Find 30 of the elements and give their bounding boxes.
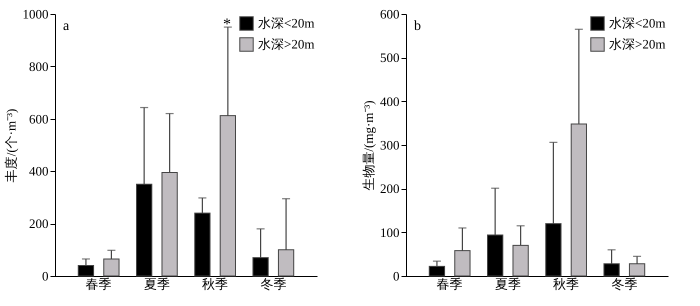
y-tick-label: 0 — [42, 268, 48, 284]
x-tick-label: 冬季 — [611, 276, 638, 292]
y-tick-label: 300 — [380, 138, 400, 152]
y-axis-title: 丰度/(个·m⁻³) — [4, 108, 18, 182]
x-tick-label: 春季 — [86, 276, 112, 292]
y-tick-label: 200 — [29, 216, 48, 232]
y-axis-title: 生物量/(mg·m⁻³) — [361, 100, 376, 191]
y-tick-label: 800 — [29, 58, 48, 74]
legend-label: 水深>20m — [258, 36, 314, 52]
y-tick-label: 200 — [380, 181, 400, 196]
x-tick-label: 春季 — [436, 276, 463, 292]
legend-label: 水深>20m — [609, 36, 666, 52]
y-tick-label: 100 — [380, 224, 400, 240]
x-tick-label: 夏季 — [144, 276, 170, 292]
x-tick-label: 秋季 — [202, 276, 228, 292]
chart-title: b — [414, 19, 421, 34]
annotation: * — [223, 16, 231, 33]
y-tick-label: 0 — [393, 268, 400, 284]
y-tick-label: 400 — [380, 94, 400, 109]
x-tick-label: 夏季 — [494, 276, 521, 292]
x-tick-label: 秋季 — [553, 276, 580, 292]
y-tick-label: 600 — [380, 6, 400, 22]
y-tick-label: 400 — [29, 164, 48, 179]
legend-label: 水深<20m — [258, 16, 314, 30]
y-tick-label: 500 — [380, 50, 400, 66]
y-tick-label: 600 — [29, 111, 48, 126]
chart-title: a — [63, 19, 70, 34]
x-tick-label: 冬季 — [260, 276, 286, 292]
legend-label: 水深<20m — [609, 16, 666, 30]
y-tick-label: 1000 — [22, 6, 48, 22]
